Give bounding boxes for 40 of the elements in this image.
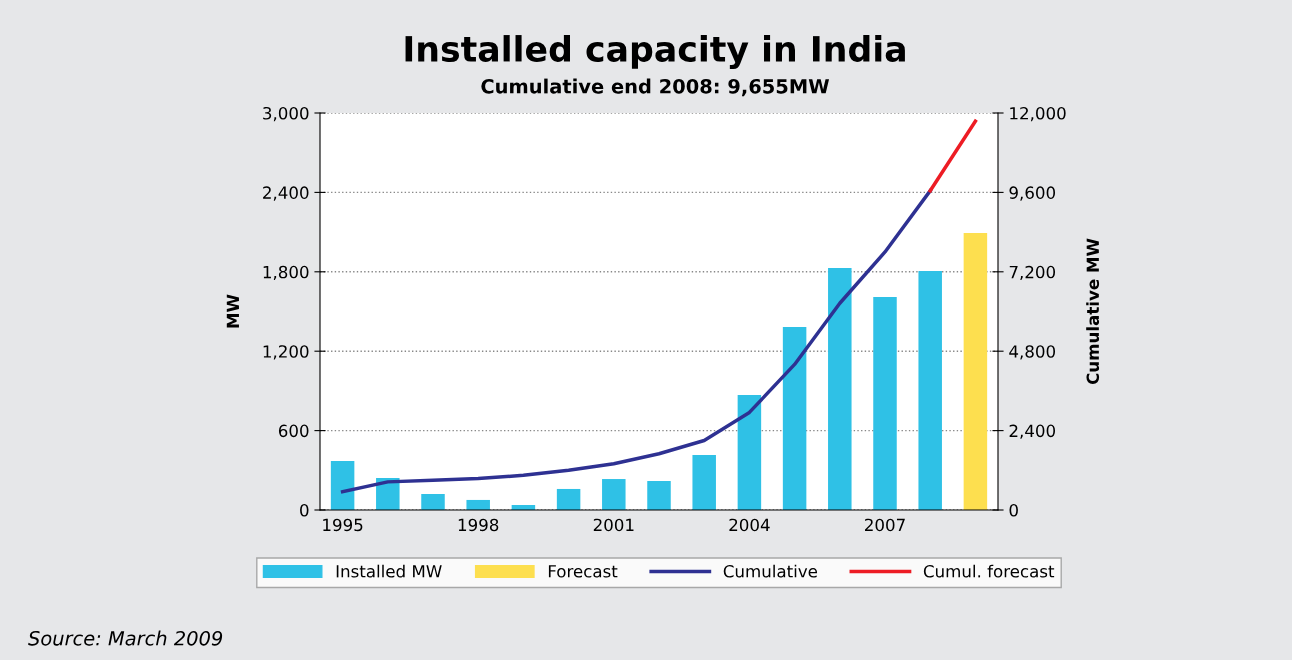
y2-tick-label: 7,200 [1009,265,1056,281]
bar [692,454,716,510]
y2-tick-label: 4,800 [1009,345,1056,360]
y-tick-label: 3,000 [263,106,309,122]
x-tick-label: 2007 [865,518,905,532]
y-tick-label: 1,800 [263,265,309,281]
bar [963,232,988,510]
legend-label: Cumul. forecast [923,564,1055,578]
bar [647,481,671,510]
bar [602,479,626,510]
legend-label: Cumulative [723,564,818,578]
bar [421,493,445,510]
bar [918,271,942,510]
bar [737,395,762,510]
x-tick-label: 1995 [323,518,363,532]
bar [873,296,897,510]
y-tick-label: 2,400 [263,186,309,201]
x-tick-label: 1998 [458,518,499,532]
legend-label: Installed MW [336,564,442,578]
bar [466,499,490,510]
x-tick-label: 2001 [593,518,634,532]
bar [782,326,807,510]
y2-tick-label: 2,400 [1009,424,1056,439]
line-series [340,189,932,494]
y2-tick-label: 9,600 [1009,186,1056,201]
y2-axis-title: Cumulative MW [1086,238,1100,385]
y2-tick-label: 12,000 [1010,106,1066,122]
y-tick-label: 1,200 [263,345,309,360]
bar [330,461,355,510]
legend-label: Forecast [548,565,618,578]
y-tick-label: 0 [300,503,309,517]
y-tick-label: 600 [278,424,309,438]
x-tick-label: 2004 [729,518,770,532]
source-note: Source: March 2009 [28,630,223,646]
y-axis-title: MW [226,294,239,328]
chart-title: Installed capacity in India [405,35,905,69]
bar [556,488,581,510]
chart-subtitle: Cumulative end 2008: 9,655MW [481,78,830,97]
y2-tick-label: 0 [1009,503,1018,517]
bar [828,267,852,510]
